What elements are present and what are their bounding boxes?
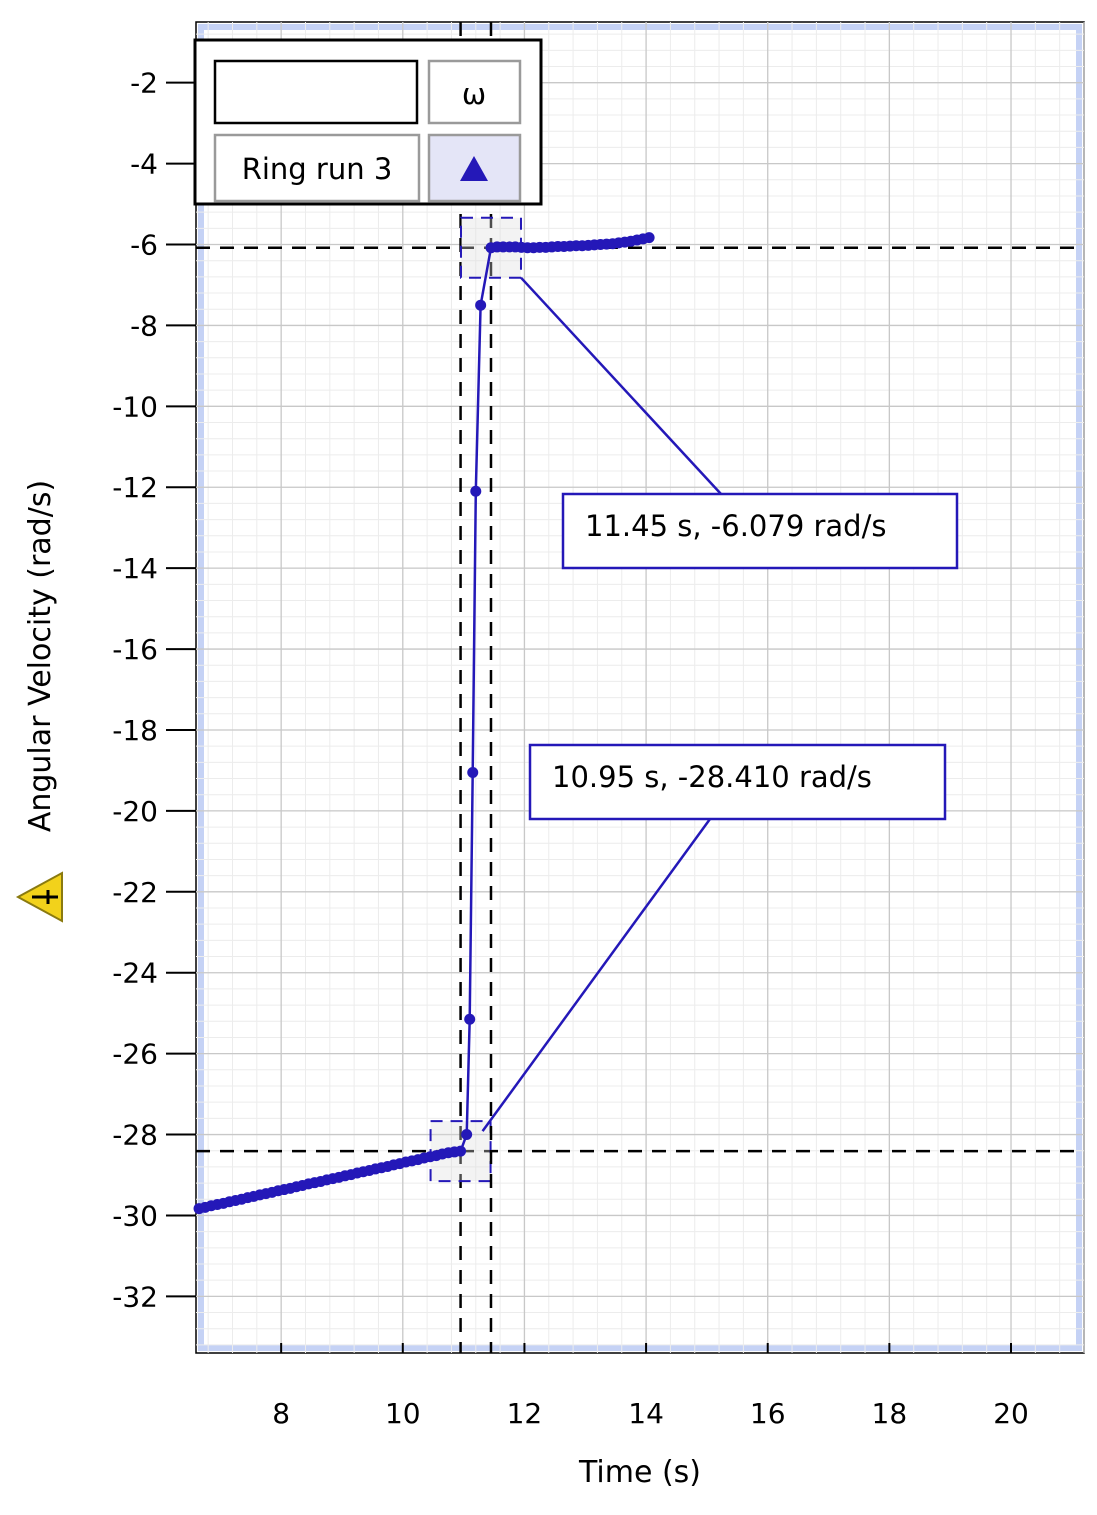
annotation-leader-line — [481, 818, 712, 1132]
y-tick-label: -14 — [112, 552, 158, 585]
y-tick-label: -8 — [130, 309, 158, 342]
y-tick-label: -24 — [112, 957, 158, 990]
data-point[interactable] — [455, 1145, 467, 1157]
x-axis-title: Time (s) — [578, 1455, 701, 1490]
annotation-box[interactable] — [528, 743, 947, 821]
legend-column-header-cell[interactable] — [427, 59, 522, 125]
x-tick-label: 14 — [628, 1397, 664, 1430]
plot-frame — [195, 21, 1085, 1354]
annotation-label: 11.45 s, -6.079 rad/s — [585, 509, 886, 543]
y-axis-ticks: -2 -4 -6 -8 -10 -12 -14 -16 -18 -20 -22 -24 -26 -28 -3… — [112, 67, 196, 1313]
plot-area — [195, 21, 1085, 1354]
annotation-box[interactable] — [561, 492, 959, 570]
y-tick-label: -2 — [130, 67, 158, 100]
x-tick-label: 8 — [272, 1397, 290, 1430]
x-axis-ticks: 8 10 12 14 16 18 20 — [272, 1343, 1029, 1430]
y-tick-label: -26 — [112, 1038, 158, 1071]
y-tick-label: -32 — [112, 1280, 158, 1313]
y-tick-label: -30 — [112, 1199, 158, 1232]
triangle-marker-icon — [460, 156, 488, 181]
data-point[interactable] — [475, 299, 487, 311]
data-point[interactable] — [464, 1013, 476, 1025]
y-tick-label: -12 — [112, 471, 158, 504]
x-tick-label: 20 — [993, 1397, 1029, 1430]
annotation-leader-line — [520, 276, 722, 495]
y-tick-label: -6 — [130, 229, 158, 262]
y-tick-label: -22 — [112, 876, 158, 909]
x-tick-label: 10 — [385, 1397, 421, 1430]
legend[interactable]: ω Ring run 3 — [193, 38, 543, 206]
data-point[interactable] — [461, 1129, 473, 1141]
warning-triangle-icon[interactable] — [15, 871, 63, 923]
y-tick-label: -4 — [130, 148, 158, 181]
data-series[interactable] — [193, 232, 655, 1215]
y-tick-label: -16 — [112, 633, 158, 666]
legend-column-header: ω — [462, 77, 486, 111]
y-axis-title: Angular Velocity (rad/s) — [23, 480, 58, 832]
annotation-label: 10.95 s, -28.410 rad/s — [552, 760, 872, 794]
x-tick-label: 16 — [750, 1397, 786, 1430]
y-tick-label: -18 — [112, 714, 158, 747]
y-tick-label: -20 — [112, 795, 158, 828]
x-tick-label: 18 — [872, 1397, 908, 1430]
y-tick-label: -28 — [112, 1119, 158, 1152]
x-tick-label: 12 — [507, 1397, 543, 1430]
plot-highlight-border — [198, 24, 1082, 1351]
legend-header-blank-cell — [213, 59, 419, 125]
data-point[interactable] — [643, 232, 655, 244]
legend-entry-label: Ring run 3 — [242, 152, 393, 186]
data-point[interactable] — [470, 485, 482, 497]
annotations: 11.45 s, -6.079 rad/s 10.95 s, -28.410 ra… — [481, 276, 959, 1132]
y-tick-label: -10 — [112, 390, 158, 423]
data-point[interactable] — [467, 766, 479, 778]
legend-entry-label-cell[interactable] — [213, 133, 421, 203]
